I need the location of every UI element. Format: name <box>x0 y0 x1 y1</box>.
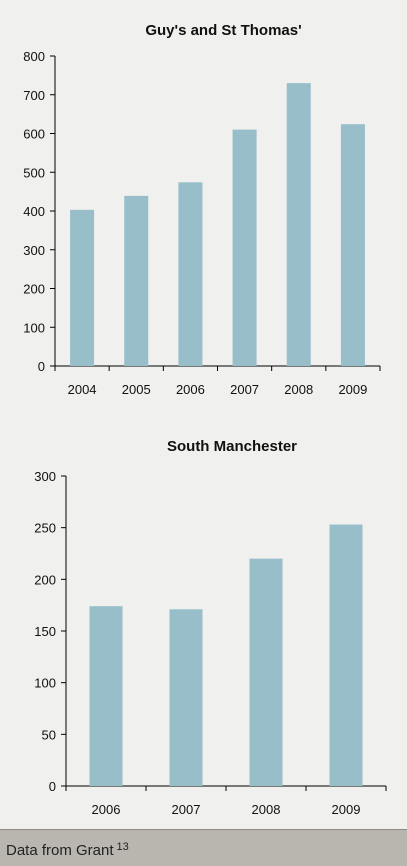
x-tick-label: 2006 <box>176 382 205 397</box>
source-footer-text: Data from Grant <box>6 842 114 859</box>
chart-2: South Manchester 0 50 100 150 200 250 300 2006 20… <box>34 438 387 817</box>
y-tick-label: 400 <box>23 204 45 219</box>
bar-2009 <box>329 524 363 786</box>
bar-2007 <box>232 129 257 366</box>
bar-2006 <box>89 606 123 786</box>
y-tick-label: 500 <box>23 165 45 180</box>
y-tick-label: 250 <box>34 521 56 536</box>
chart-title: Guy's and St Thomas' <box>145 22 301 39</box>
citation-number: 13 <box>116 841 129 853</box>
y-tick-label: 0 <box>38 359 45 374</box>
x-tick-label: 2004 <box>68 382 97 397</box>
chart-1: Guy's and St Thomas' 0 100 200 300 400 500 600 7… <box>23 22 381 397</box>
x-tick-label: 2007 <box>172 802 201 817</box>
bar-2008 <box>286 83 311 366</box>
chart-title: South Manchester <box>167 438 297 455</box>
y-tick-label: 300 <box>34 469 56 484</box>
y-tick-label: 150 <box>34 624 56 639</box>
x-tick-label: 2009 <box>338 382 367 397</box>
x-tick-label: 2008 <box>252 802 281 817</box>
bar-2009 <box>340 124 365 366</box>
bar-2004 <box>70 209 95 366</box>
x-tick-label: 2005 <box>122 382 151 397</box>
x-tick-label: 2008 <box>284 382 313 397</box>
y-tick-label: 50 <box>42 727 56 742</box>
charts-figure: Guy's and St Thomas'01002003004005006007… <box>23 22 387 817</box>
y-tick-label: 300 <box>23 243 45 258</box>
y-tick-label: 200 <box>23 282 45 297</box>
x-tick-label: 2007 <box>230 382 259 397</box>
y-tick-label: 600 <box>23 127 45 142</box>
bar-2007 <box>169 609 203 786</box>
bar-2005 <box>124 195 149 366</box>
y-tick-label: 100 <box>34 676 56 691</box>
bar-2008 <box>249 558 283 786</box>
y-tick-label: 800 <box>23 49 45 64</box>
y-tick-label: 0 <box>49 779 56 794</box>
y-tick-label: 100 <box>23 320 45 335</box>
y-tick-label: 200 <box>34 572 56 587</box>
source-footer: Data from Grant 13 <box>0 829 407 866</box>
x-tick-label: 2006 <box>92 802 121 817</box>
bar-2006 <box>178 182 203 366</box>
y-tick-label: 700 <box>23 88 45 103</box>
x-tick-label: 2009 <box>332 802 361 817</box>
